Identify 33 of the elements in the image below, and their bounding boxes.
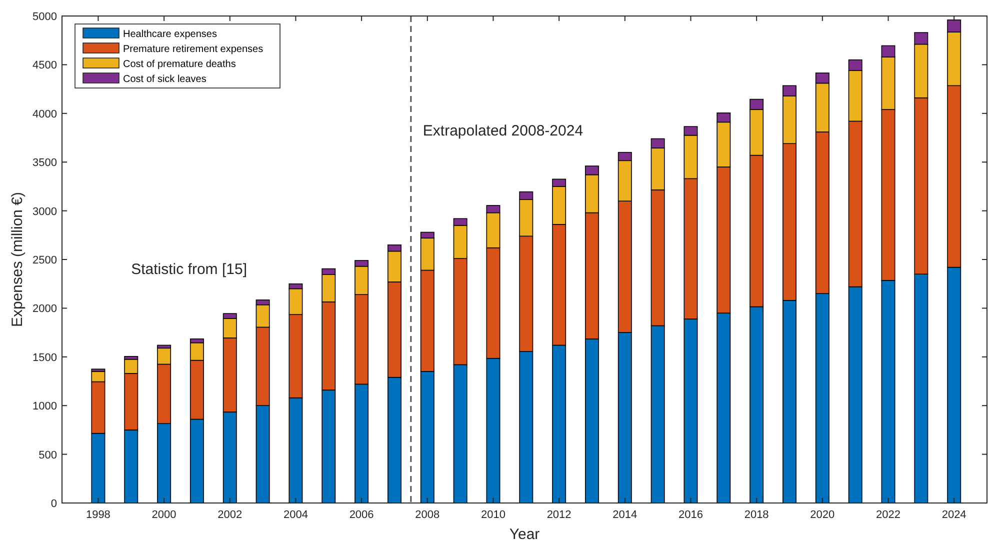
x-tick-label: 1998	[86, 509, 110, 521]
legend-label: Cost of premature deaths	[123, 59, 236, 70]
y-tick-label: 3500	[32, 157, 57, 170]
y-tick-label: 4500	[32, 60, 57, 72]
x-tick-label: 2004	[283, 509, 308, 521]
y-tick-label: 0	[50, 498, 57, 510]
x-tick-label: 2016	[678, 509, 703, 521]
y-tick-label: 5000	[32, 11, 57, 23]
annotation: Statistic from [15]	[131, 261, 248, 278]
x-tick-label: 2020	[810, 509, 835, 521]
x-tick-label: 2010	[480, 509, 506, 521]
legend-label: Cost of sick leaves	[123, 74, 206, 85]
annotation: Extrapolated 2008-2024	[422, 122, 584, 140]
x-tick-label: 2024	[942, 509, 966, 521]
legend-label: Healthcare expenses	[123, 29, 217, 40]
y-tick-label: 500	[38, 449, 57, 462]
x-tick-label: 2022	[876, 509, 900, 521]
legend-label: Premature retirement expenses	[123, 44, 264, 55]
x-tick-label: 2008	[415, 509, 440, 521]
y-tick-label: 1000	[32, 400, 57, 413]
x-tick-label: 2018	[744, 509, 769, 521]
y-tick-label: 1500	[32, 352, 57, 364]
x-tick-label: 2014	[612, 509, 638, 521]
x-axis-title: Year	[509, 526, 540, 543]
x-tick-label: 2002	[218, 509, 242, 521]
y-axis-title: Expenses (million €)	[9, 192, 26, 328]
x-tick-label: 2006	[349, 509, 374, 521]
y-tick-label: 2000	[32, 303, 57, 316]
y-tick-label: 4000	[32, 108, 57, 120]
y-tick-label: 3000	[32, 206, 57, 218]
y-tick-label: 2500	[32, 254, 57, 266]
x-tick-label: 2012	[546, 509, 572, 521]
x-tick-label: 2000	[152, 509, 176, 521]
